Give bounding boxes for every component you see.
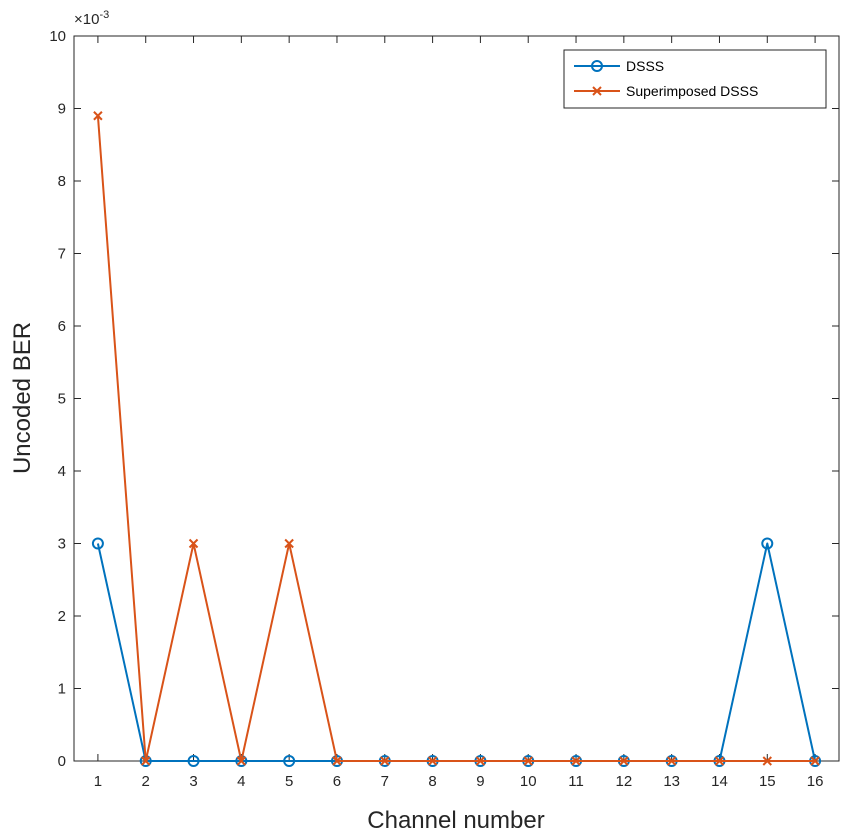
x-tick-label: 4 <box>237 773 245 790</box>
legend-label-dsss: DSSS <box>626 58 664 74</box>
y-tick-label: 6 <box>58 318 66 335</box>
legend-box <box>563 49 827 109</box>
y-tick-label: 8 <box>58 173 66 190</box>
data-point-x <box>332 756 342 766</box>
x-axis-label: Channel number <box>367 807 544 834</box>
x-tick-label: 3 <box>189 773 197 790</box>
data-point-circle <box>283 755 296 767</box>
legend-marker-dsss <box>591 60 603 72</box>
data-point-x <box>666 756 677 766</box>
x-tick-label: 1 <box>94 773 102 790</box>
data-point-x <box>475 756 486 766</box>
x-tick-label: 12 <box>616 773 633 790</box>
x-tick-label: 9 <box>476 773 484 790</box>
data-point-x <box>523 756 533 766</box>
data-point-x <box>762 756 772 766</box>
legend-marker-superimposed <box>592 86 602 96</box>
data-point-x <box>427 756 438 766</box>
y-tick-label: 1 <box>58 681 66 698</box>
data-point-x <box>93 111 103 121</box>
data-point-circle <box>91 537 104 550</box>
y-tick-label: 3 <box>58 536 66 553</box>
x-tick-label: 7 <box>381 773 389 790</box>
x-tick-label: 8 <box>428 773 436 790</box>
legend-label-superimposed: Superimposed DSSS <box>626 83 758 99</box>
data-point-x <box>188 538 199 549</box>
x-tick-label: 15 <box>759 773 776 790</box>
series-line <box>96 115 816 762</box>
x-axis-ticks: 1 2 3 4 5 6 7 8 9 10 11 12 13 14 15 16 <box>94 36 824 790</box>
y-tick-label: 9 <box>58 101 66 118</box>
legend: DSSS Superimposed DSSS <box>563 49 827 109</box>
data-point-x <box>810 756 820 766</box>
y-tick-label: 10 <box>49 28 66 45</box>
x-tick-label: 2 <box>142 773 150 790</box>
x-tick-label: 11 <box>568 773 584 790</box>
x-tick-label: 13 <box>663 773 680 790</box>
y-axis-label: Uncoded BER <box>9 322 36 474</box>
plot-area <box>73 35 840 762</box>
data-point-x <box>571 756 581 766</box>
series-superimposed-dsss <box>93 111 820 766</box>
data-point-x <box>236 756 247 766</box>
y-tick-label: 2 <box>58 608 66 625</box>
data-point-x <box>284 538 294 549</box>
data-point-x <box>380 756 390 766</box>
series-layer <box>91 111 822 767</box>
x-tick-label: 5 <box>285 773 293 790</box>
data-point-x <box>714 756 725 766</box>
y-tick-label: 0 <box>58 753 66 770</box>
x-tick-label: 10 <box>520 773 537 790</box>
x-tick-label: 16 <box>807 773 824 790</box>
y-axis-ticks: 0 1 2 3 4 5 6 7 8 9 10 <box>49 28 839 770</box>
y-tick-label: 5 <box>58 391 66 408</box>
x-tick-label: 14 <box>711 773 728 790</box>
x-tick-label: 6 <box>333 773 341 790</box>
data-point-circle <box>761 537 774 550</box>
data-point-circle <box>235 755 248 767</box>
data-point-x <box>619 756 629 766</box>
y-tick-label: 4 <box>58 463 66 480</box>
y-tick-label: 7 <box>58 246 66 263</box>
data-point-x <box>141 756 151 766</box>
data-point-circle <box>187 755 200 767</box>
y-axis-exponent: ×10-3 <box>74 9 109 28</box>
